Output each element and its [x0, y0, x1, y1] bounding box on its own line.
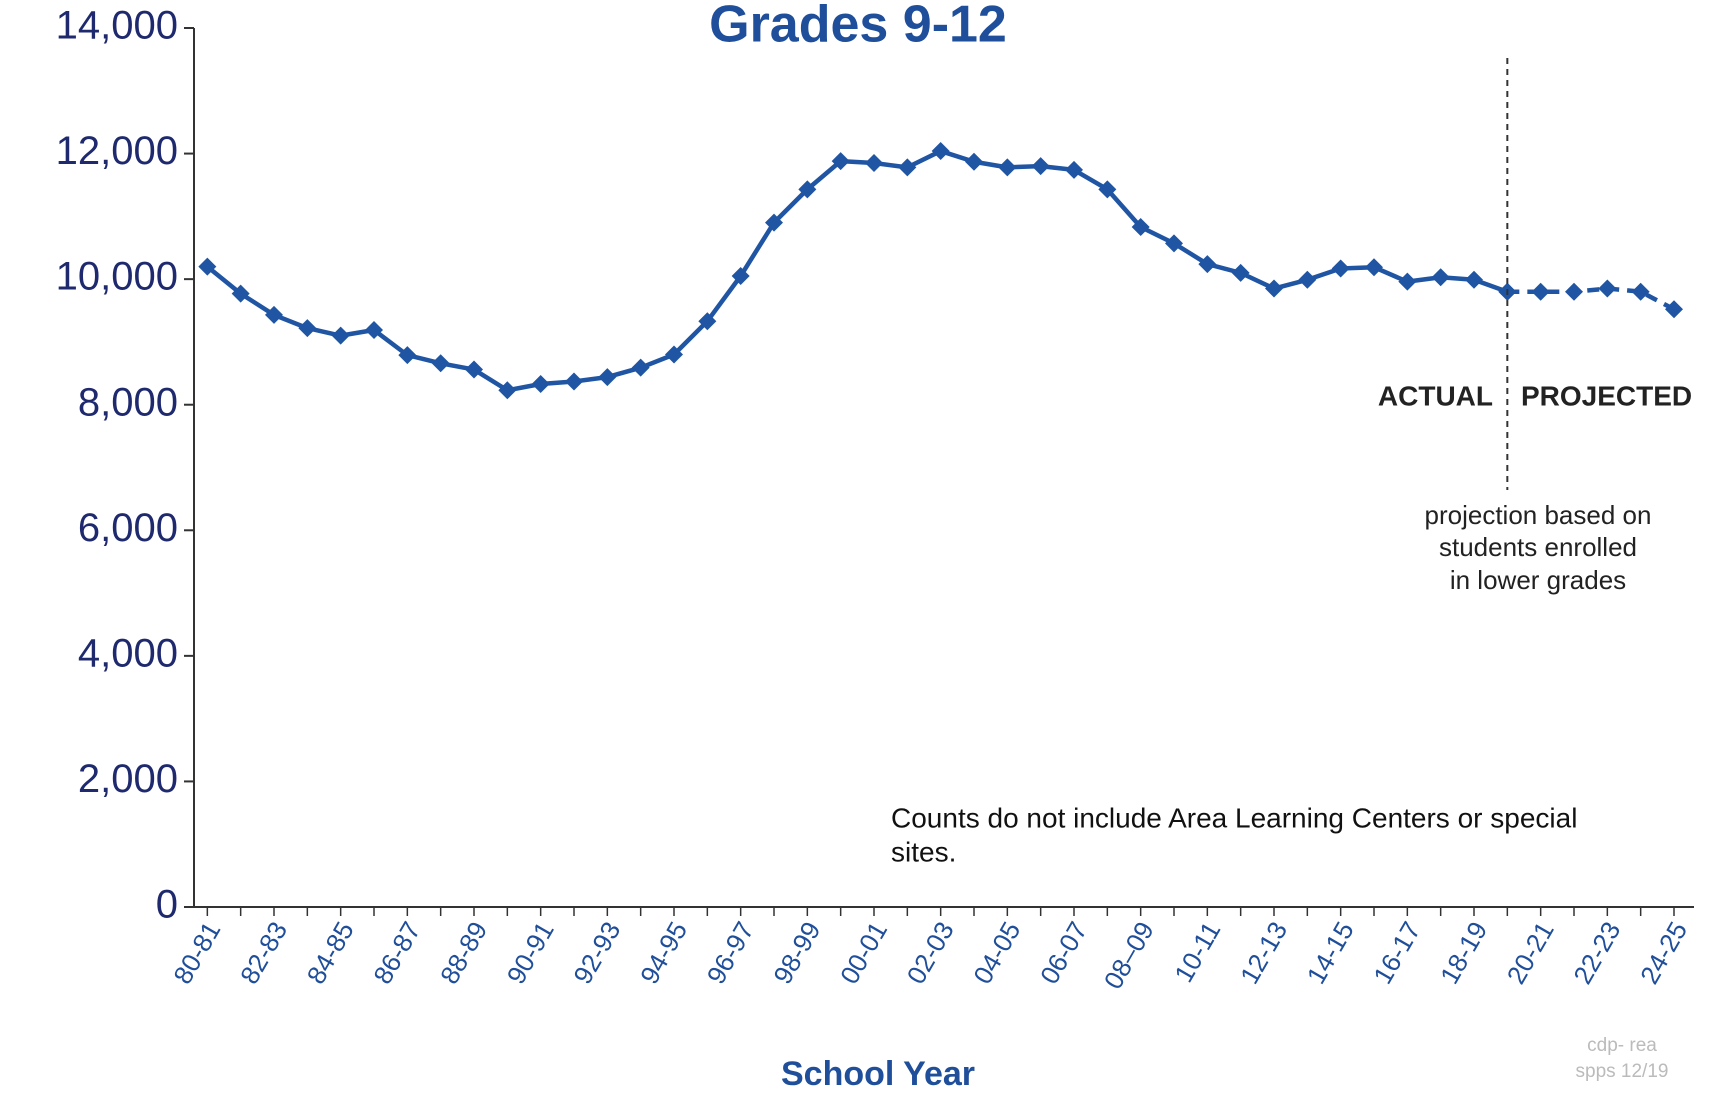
x-tick-label: 08–09: [1098, 916, 1160, 994]
counts-note: sites.: [891, 836, 956, 867]
data-point: [1531, 282, 1550, 301]
data-point: [831, 152, 850, 171]
y-tick-label: 8,000: [78, 380, 178, 424]
y-tick-label: 2,000: [78, 757, 178, 801]
data-point: [931, 142, 950, 161]
data-point: [1365, 258, 1383, 277]
data-point: [1665, 300, 1683, 319]
data-point: [331, 326, 350, 345]
data-point: [198, 257, 217, 276]
projection-note: students enrolled: [1439, 532, 1637, 562]
data-point: [698, 312, 717, 331]
data-point: [1231, 263, 1250, 282]
x-tick-label: 12-13: [1234, 916, 1293, 989]
data-point: [1598, 279, 1617, 298]
actual-label: ACTUAL: [1378, 380, 1493, 411]
y-tick-label: 10,000: [56, 255, 178, 299]
data-point: [631, 358, 650, 377]
projected-label: PROJECTED: [1521, 380, 1692, 411]
x-tick-label: 98-99: [767, 916, 826, 989]
y-tick-label: 12,000: [56, 129, 178, 173]
data-point: [898, 158, 917, 177]
data-point: [431, 354, 450, 373]
data-point: [565, 372, 583, 391]
y-tick-label: 14,000: [56, 4, 178, 48]
watermark: spps 12/19: [1576, 1061, 1669, 1082]
x-tick-label: 84-85: [301, 916, 360, 989]
x-tick-label: 88-89: [434, 916, 493, 989]
x-tick-label: 90-91: [501, 916, 560, 989]
x-axis-label: School Year: [781, 1055, 975, 1091]
data-point: [598, 368, 617, 387]
data-point: [1165, 234, 1183, 253]
data-point: [765, 213, 783, 232]
data-point: [1198, 255, 1217, 274]
data-point: [965, 152, 983, 171]
y-tick-label: 4,000: [78, 631, 178, 675]
x-tick-label: 94-95: [634, 916, 693, 989]
x-tick-label: 22-23: [1567, 916, 1626, 989]
x-tick-label: 14-15: [1301, 916, 1360, 989]
y-tick-label: 6,000: [78, 506, 178, 550]
data-point: [498, 381, 517, 400]
x-tick-label: 86-87: [367, 916, 426, 989]
x-tick-label: 92-93: [567, 916, 626, 989]
data-point: [531, 374, 550, 393]
data-point: [1565, 282, 1583, 301]
data-point: [1398, 272, 1417, 291]
y-tick-label: 0: [156, 883, 178, 927]
data-point: [1465, 270, 1483, 289]
data-point: [1131, 218, 1150, 237]
x-tick-label: 04-05: [967, 916, 1026, 989]
data-point: [798, 180, 817, 199]
data-point: [1098, 180, 1117, 199]
watermark: cdp- rea: [1587, 1035, 1657, 1056]
data-point: [1298, 270, 1317, 289]
data-point: [1031, 157, 1050, 176]
x-tick-label: 10-11: [1168, 916, 1226, 987]
x-tick-label: 82-83: [234, 916, 293, 989]
data-point: [465, 360, 483, 379]
data-point: [1065, 160, 1083, 179]
data-point: [665, 345, 683, 364]
x-tick-label: 16-17: [1367, 916, 1426, 989]
data-point: [365, 320, 383, 339]
data-point: [1331, 259, 1350, 278]
chart-title: Grades 9-12: [709, 0, 1007, 54]
data-point: [265, 305, 283, 324]
data-point: [1431, 268, 1450, 287]
data-point: [298, 319, 317, 338]
x-tick-label: 96-97: [701, 916, 760, 989]
data-point: [1631, 282, 1650, 301]
x-tick-label: 00-01: [834, 916, 893, 989]
projection-note: in lower grades: [1450, 565, 1626, 595]
x-tick-label: 24-25: [1634, 916, 1693, 989]
series-line: [205, 148, 1509, 393]
data-point: [1265, 279, 1283, 298]
x-tick-label: 02-03: [901, 916, 960, 989]
projection-note: projection based on: [1425, 500, 1652, 530]
x-tick-label: 18-19: [1434, 916, 1493, 989]
x-tick-label: 80-81: [167, 916, 226, 989]
data-point: [865, 153, 883, 172]
counts-note: Counts do not include Area Learning Cent…: [891, 802, 1577, 833]
data-point: [398, 346, 417, 365]
data-point: [231, 284, 250, 303]
x-tick-label: 20-21: [1501, 916, 1560, 989]
data-point: [731, 267, 750, 286]
x-tick-label: 06-07: [1034, 916, 1093, 989]
data-point: [998, 158, 1017, 177]
